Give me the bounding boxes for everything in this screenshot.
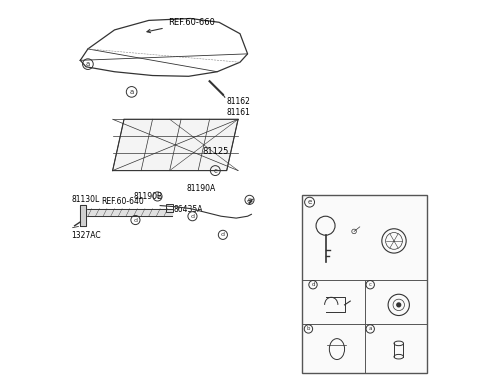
Text: 81180: 81180 <box>312 270 336 278</box>
Polygon shape <box>113 119 238 170</box>
Text: 81125: 81125 <box>202 147 228 156</box>
Text: 81199: 81199 <box>316 283 340 292</box>
Text: e: e <box>308 199 312 205</box>
Polygon shape <box>80 205 86 226</box>
Text: d: d <box>133 218 137 223</box>
Text: 86438A: 86438A <box>314 327 344 336</box>
Text: d: d <box>221 232 225 237</box>
Text: 86435A: 86435A <box>173 205 203 214</box>
Text: REF.60-660: REF.60-660 <box>147 18 215 33</box>
Text: d: d <box>191 214 194 219</box>
Text: c: c <box>369 282 372 287</box>
Text: 1327AC: 1327AC <box>71 231 100 241</box>
Text: 81190A: 81190A <box>187 184 216 193</box>
Text: a: a <box>86 61 90 67</box>
Text: d: d <box>310 283 314 289</box>
Circle shape <box>397 303 401 307</box>
Text: e: e <box>248 197 252 202</box>
Text: 81126: 81126 <box>377 283 401 292</box>
Text: 81162
81161: 81162 81161 <box>227 97 251 116</box>
Text: 81190B: 81190B <box>133 192 163 201</box>
Text: 81130L: 81130L <box>72 195 100 204</box>
Text: a: a <box>130 89 134 95</box>
Text: 81180E: 81180E <box>378 263 407 272</box>
Text: 1125KB: 1125KB <box>356 218 385 226</box>
Text: c: c <box>213 168 217 173</box>
Text: a: a <box>369 326 372 331</box>
FancyBboxPatch shape <box>302 195 427 373</box>
Text: d: d <box>311 282 315 287</box>
Text: b: b <box>156 194 159 199</box>
Text: 81738A: 81738A <box>376 327 405 336</box>
Text: REF.60-640: REF.60-640 <box>101 197 144 206</box>
Text: b: b <box>307 326 310 331</box>
